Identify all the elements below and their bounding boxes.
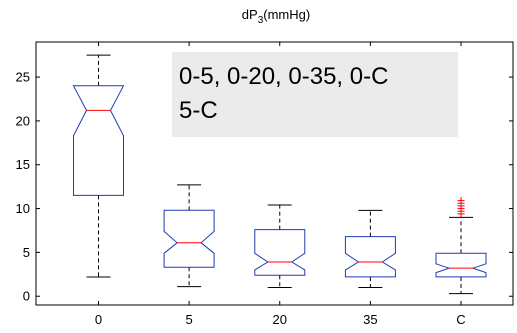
y-tick-label-25: 25 (16, 70, 30, 85)
annotation-line-2: 5-C (179, 97, 218, 124)
y-tick-label-0: 0 (23, 289, 30, 304)
annotation-box: 0-5, 0-20, 0-35, 0-C 5-C (172, 52, 458, 137)
x-tick-label-0: 0 (95, 312, 102, 327)
box-C (435, 252, 487, 278)
box-20 (254, 229, 306, 276)
y-tick-label-15: 15 (16, 157, 30, 172)
annotation-line-1: 0-5, 0-20, 0-35, 0-C (179, 63, 388, 90)
axes-frame (35, 41, 514, 306)
box-35 (344, 236, 396, 278)
box-0 (72, 85, 125, 196)
x-tick-label-35: 35 (363, 312, 377, 327)
y-tick-label-5: 5 (23, 245, 30, 260)
x-tick-label-5: 5 (186, 312, 193, 327)
x-tick-label-C: C (456, 312, 465, 327)
x-tick-label-20: 20 (273, 312, 287, 327)
box-5 (163, 209, 215, 268)
y-tick-label-10: 10 (16, 201, 30, 216)
y-tick-label-20: 20 (16, 113, 30, 128)
plot-area: 0 5 10 15 20 25 0 5 20 35 C (16, 41, 514, 327)
outlier-C-5 (457, 197, 465, 205)
annotation-background (172, 52, 458, 137)
chart-title: dP3(mmHg) (242, 7, 310, 26)
